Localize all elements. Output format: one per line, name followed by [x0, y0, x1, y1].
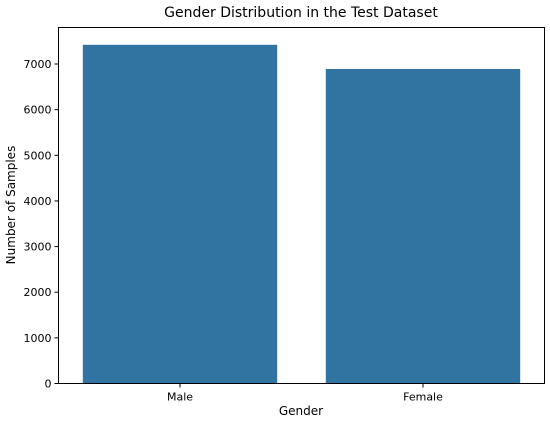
x-tick-label: Male	[167, 391, 193, 404]
y-tick-label: 4000	[24, 195, 52, 208]
y-tick-label: 3000	[24, 241, 52, 254]
y-tick-label: 2000	[24, 286, 52, 299]
y-tick-label: 1000	[24, 332, 52, 345]
y-axis: 0 1000 2000 3000 4000 5000 6000 7000	[24, 58, 59, 391]
y-tick-label: 0	[45, 378, 52, 391]
bar-female	[325, 69, 521, 384]
x-axis-label: Gender	[279, 404, 323, 418]
chart-title: Gender Distribution in the Test Dataset	[164, 5, 438, 21]
bar-male	[82, 44, 278, 384]
y-tick-label: 7000	[24, 58, 52, 71]
y-tick-label: 5000	[24, 149, 52, 162]
y-axis-label: Number of Samples	[4, 146, 18, 265]
plot-frame	[58, 27, 545, 384]
x-axis: Male Female	[167, 383, 443, 404]
bars-group	[82, 44, 521, 384]
x-tick-label: Female	[403, 391, 443, 404]
y-tick-label: 6000	[24, 104, 52, 117]
